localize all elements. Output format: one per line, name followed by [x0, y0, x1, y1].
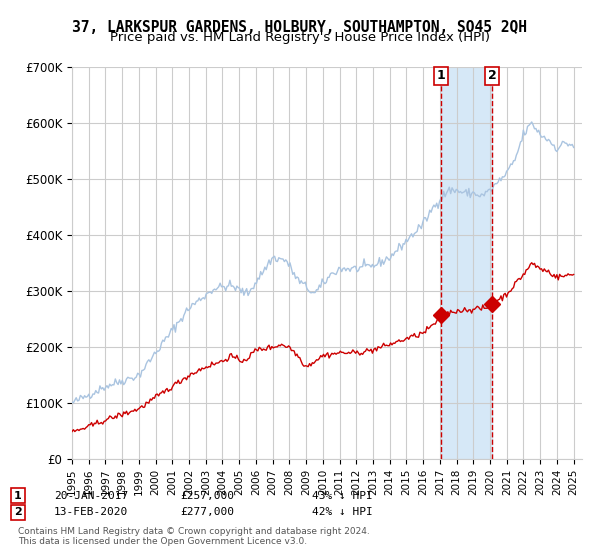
Text: 42% ↓ HPI: 42% ↓ HPI	[312, 507, 373, 517]
Text: £277,000: £277,000	[180, 507, 234, 517]
Bar	[441, 67, 492, 459]
Text: Contains HM Land Registry data © Crown copyright and database right 2024.
This d: Contains HM Land Registry data © Crown c…	[18, 526, 370, 546]
Text: 2: 2	[488, 69, 496, 82]
Text: 43% ↓ HPI: 43% ↓ HPI	[312, 491, 373, 501]
Text: 37, LARKSPUR GARDENS, HOLBURY, SOUTHAMPTON, SO45 2QH: 37, LARKSPUR GARDENS, HOLBURY, SOUTHAMPT…	[73, 20, 527, 35]
Text: Price paid vs. HM Land Registry's House Price Index (HPI): Price paid vs. HM Land Registry's House …	[110, 31, 490, 44]
Text: £257,000: £257,000	[180, 491, 234, 501]
Text: 20-JAN-2017: 20-JAN-2017	[54, 491, 128, 501]
Text: 2: 2	[14, 507, 22, 517]
Text: 1: 1	[436, 69, 445, 82]
Text: 13-FEB-2020: 13-FEB-2020	[54, 507, 128, 517]
Text: 1: 1	[14, 491, 22, 501]
